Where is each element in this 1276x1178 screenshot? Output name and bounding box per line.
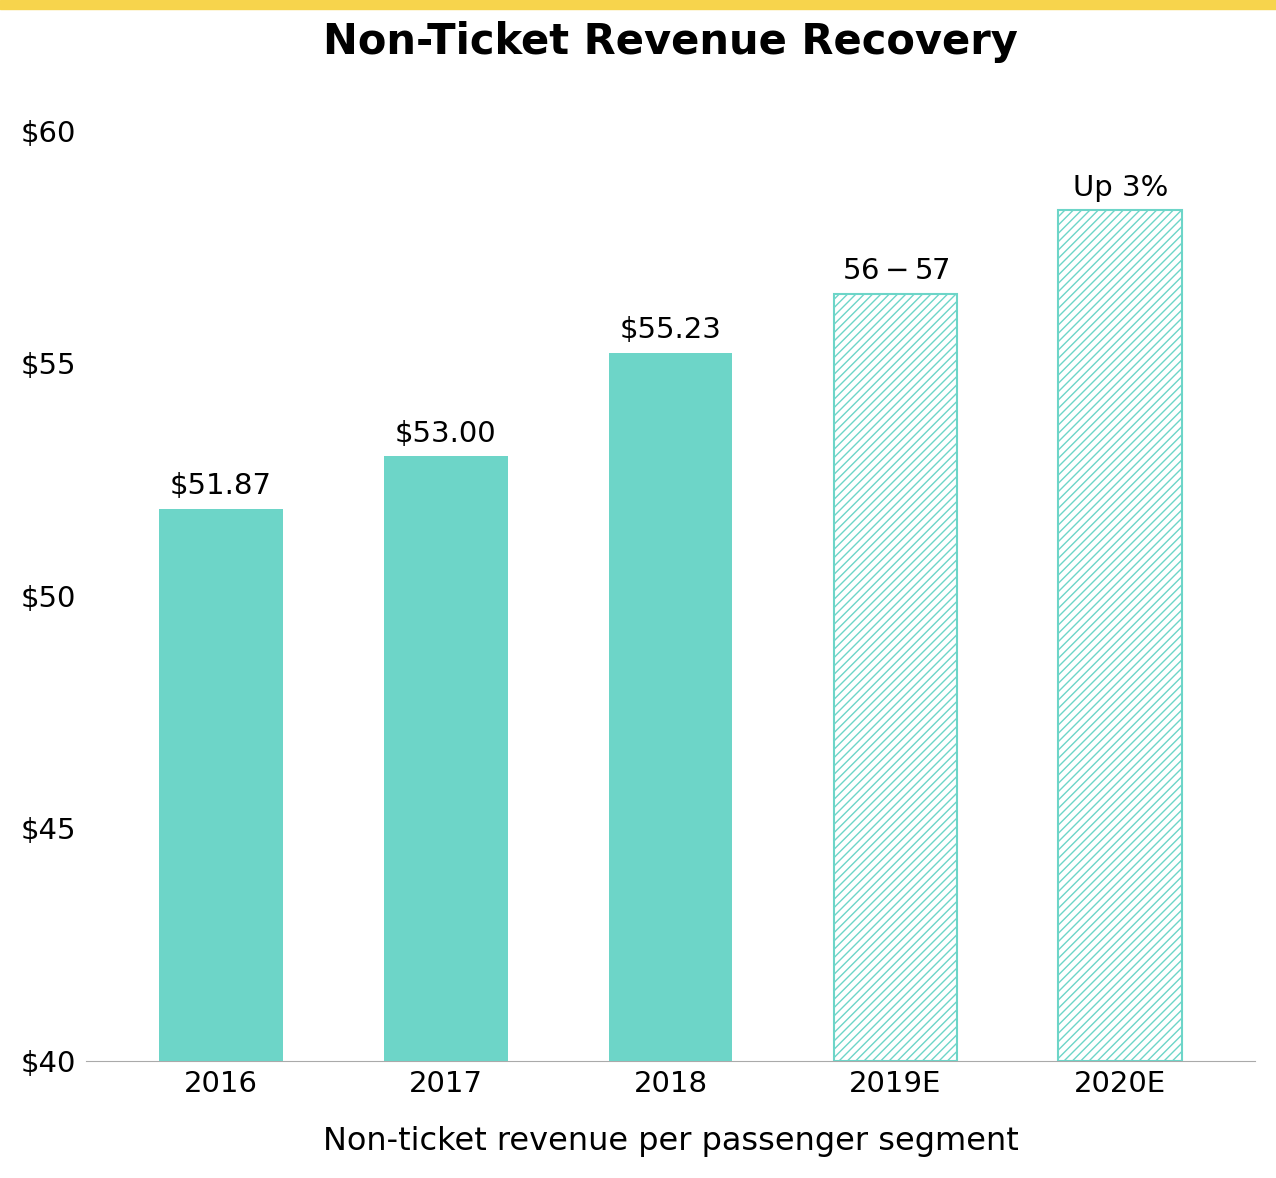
Bar xyxy=(1058,210,1182,1060)
Bar xyxy=(1058,210,1182,1060)
Text: $53.00: $53.00 xyxy=(396,419,496,448)
Text: $55.23: $55.23 xyxy=(620,316,721,344)
Text: Up 3%: Up 3% xyxy=(1073,173,1168,201)
Title: Non-Ticket Revenue Recovery: Non-Ticket Revenue Recovery xyxy=(323,21,1018,62)
Bar xyxy=(609,352,732,1060)
Bar xyxy=(833,293,957,1060)
Bar xyxy=(833,293,957,1060)
Bar xyxy=(833,293,957,1060)
X-axis label: Non-ticket revenue per passenger segment: Non-ticket revenue per passenger segment xyxy=(323,1126,1018,1157)
Text: $56-$57: $56-$57 xyxy=(842,257,949,285)
Bar xyxy=(384,456,508,1060)
Bar xyxy=(160,509,283,1060)
Text: $51.87: $51.87 xyxy=(170,472,272,501)
Bar xyxy=(1058,210,1182,1060)
